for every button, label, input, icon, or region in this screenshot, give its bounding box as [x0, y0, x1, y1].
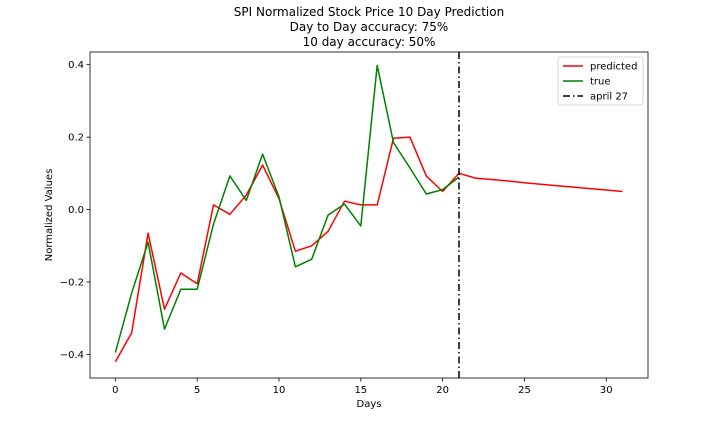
chart-title-line-1: SPI Normalized Stock Price 10 Day Predic…	[234, 5, 504, 19]
y-tick-label: −0.4	[60, 350, 84, 361]
plot-area	[114, 52, 623, 378]
x-tick-label: 30	[600, 385, 613, 396]
x-axis-label: Days	[357, 399, 382, 410]
y-tick-label: 0.0	[68, 205, 84, 216]
series-line-true	[114, 64, 460, 353]
legend-box	[557, 56, 644, 106]
x-tick-label: 5	[194, 385, 200, 396]
y-tick-label: −0.2	[60, 278, 84, 289]
x-tick-label: 0	[112, 385, 118, 396]
chart-title-line-2: Day to Day accuracy: 75%	[290, 20, 449, 34]
axes-frame	[89, 51, 649, 379]
x-tick-label: 25	[518, 385, 531, 396]
series-line-predicted	[114, 136, 623, 363]
x-tick-label: 20	[436, 385, 449, 396]
x-tick-label: 10	[273, 385, 286, 396]
axis-ticks: 0 5 10 15 20 25 30 −0.4 −0.2 0.0 0.2 0.4	[60, 60, 613, 396]
legend-label-predicted: predicted	[590, 62, 637, 73]
legend-label-true: true	[590, 77, 611, 88]
chart-title-line-3: 10 day accuracy: 50%	[303, 35, 436, 49]
legend-label-april-27: april 27	[590, 92, 628, 103]
y-axis-label: Normalized Values	[44, 169, 55, 262]
legend: predicted true april 27	[557, 56, 644, 106]
x-tick-label: 15	[354, 385, 367, 396]
y-tick-label: 0.2	[68, 133, 84, 144]
y-tick-label: 0.4	[68, 60, 84, 71]
